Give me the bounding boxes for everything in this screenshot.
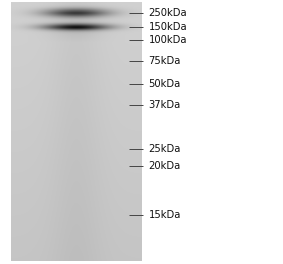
- Text: 25kDa: 25kDa: [149, 144, 181, 154]
- Text: 100kDa: 100kDa: [149, 35, 187, 45]
- Text: 250kDa: 250kDa: [149, 8, 187, 18]
- Text: 37kDa: 37kDa: [149, 100, 181, 110]
- Text: 75kDa: 75kDa: [149, 56, 181, 66]
- Text: 20kDa: 20kDa: [149, 161, 181, 171]
- Text: 15kDa: 15kDa: [149, 210, 181, 220]
- Text: 150kDa: 150kDa: [149, 22, 187, 32]
- Text: 50kDa: 50kDa: [149, 79, 181, 89]
